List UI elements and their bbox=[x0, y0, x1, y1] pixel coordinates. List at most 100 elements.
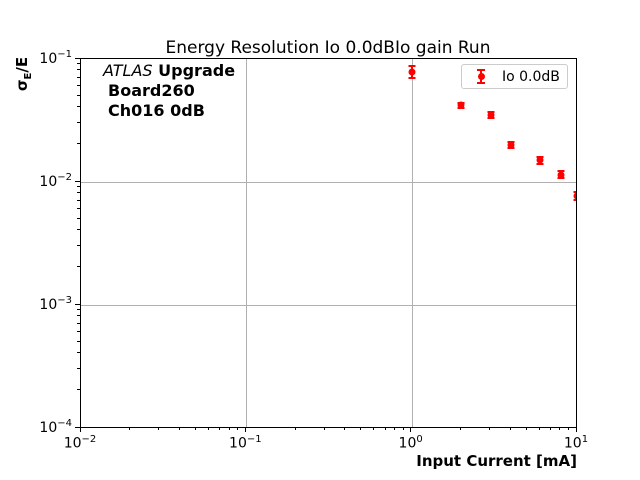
x-minor-tick bbox=[567, 427, 569, 430]
y-minor-tick bbox=[77, 322, 80, 324]
errorbar-bottom-cap bbox=[557, 177, 565, 180]
y-tick-label: 10−2 bbox=[39, 172, 72, 190]
y-major-tick bbox=[75, 180, 80, 182]
x-minor-tick bbox=[559, 427, 561, 430]
x-major-tick bbox=[575, 427, 577, 432]
x-tick-label: 101 bbox=[563, 434, 589, 452]
y-minor-tick bbox=[77, 229, 80, 231]
y-minor-tick bbox=[77, 186, 80, 188]
x-minor-tick bbox=[237, 427, 239, 430]
x-minor-tick bbox=[373, 427, 375, 430]
x-minor-tick bbox=[158, 427, 160, 430]
x-major-tick bbox=[79, 427, 81, 432]
data-point bbox=[557, 171, 565, 179]
x-minor-tick bbox=[208, 427, 210, 430]
y-minor-tick bbox=[77, 266, 80, 268]
y-minor-tick bbox=[77, 94, 80, 96]
y-axis-label-subscript: E bbox=[23, 72, 34, 80]
x-minor-tick bbox=[179, 427, 181, 430]
y-minor-tick bbox=[77, 76, 80, 78]
errorbar-top-cap bbox=[408, 64, 416, 67]
legend-errorbar-marker-icon bbox=[462, 67, 496, 86]
y-minor-tick bbox=[77, 84, 80, 86]
x-gridline bbox=[246, 59, 248, 427]
annotation-board: Board260 bbox=[108, 81, 195, 100]
y-tick-label: 10−3 bbox=[39, 295, 72, 313]
y-tick-label: 10−1 bbox=[39, 49, 72, 67]
data-point bbox=[507, 141, 515, 149]
y-minor-tick bbox=[77, 244, 80, 246]
data-point bbox=[573, 192, 576, 200]
x-tick-label: 10−1 bbox=[229, 434, 262, 452]
y-gridline bbox=[81, 305, 576, 306]
atlas-annotation: ATLAS Upgrade Board260 Ch016 0dB bbox=[103, 61, 235, 121]
x-tick-label: 10−2 bbox=[63, 434, 97, 452]
y-minor-tick bbox=[77, 121, 80, 123]
plot-area bbox=[80, 58, 577, 428]
y-axis-label-rest: /E bbox=[13, 56, 31, 73]
y-minor-tick bbox=[77, 352, 80, 354]
errorbar-bottom-cap bbox=[536, 163, 544, 166]
x-gridline bbox=[411, 59, 413, 427]
x-minor-tick bbox=[394, 427, 396, 430]
annotation-atlas: ATLAS bbox=[103, 61, 153, 80]
y-minor-tick bbox=[77, 207, 80, 209]
x-minor-tick bbox=[549, 427, 551, 430]
y-minor-tick bbox=[77, 63, 80, 65]
y-minor-tick bbox=[77, 340, 80, 342]
x-minor-tick bbox=[384, 427, 386, 430]
x-minor-tick bbox=[129, 427, 131, 430]
errorbar-line bbox=[576, 192, 577, 200]
x-minor-tick bbox=[195, 427, 197, 430]
y-minor-tick bbox=[77, 143, 80, 145]
errorbar-bottom-cap bbox=[573, 199, 576, 202]
y-minor-tick bbox=[77, 315, 80, 317]
x-minor-tick bbox=[294, 427, 296, 430]
errorbar-top-cap bbox=[557, 169, 565, 172]
errorbar-top-cap bbox=[573, 190, 576, 193]
y-major-tick bbox=[75, 426, 80, 428]
y-tick-label: 10−4 bbox=[39, 418, 72, 436]
x-minor-tick bbox=[509, 427, 511, 430]
x-minor-tick bbox=[344, 427, 346, 430]
errorbar-bottom-cap bbox=[408, 77, 416, 80]
legend-box: Io 0.0dB bbox=[461, 64, 568, 89]
annotation-upgrade: Upgrade bbox=[158, 61, 236, 80]
y-minor-tick bbox=[77, 389, 80, 391]
y-gridline bbox=[81, 182, 576, 183]
y-minor-tick bbox=[77, 217, 80, 219]
x-minor-tick bbox=[228, 427, 230, 430]
y-minor-tick bbox=[77, 106, 80, 108]
y-minor-tick bbox=[77, 367, 80, 369]
legend-errorbar-bottom-cap bbox=[477, 82, 485, 84]
y-minor-tick bbox=[77, 69, 80, 71]
x-minor-tick bbox=[489, 427, 491, 430]
x-minor-tick bbox=[459, 427, 461, 430]
y-minor-tick bbox=[77, 199, 80, 201]
y-axis-label-sigma: σ bbox=[13, 79, 31, 92]
data-point bbox=[408, 68, 416, 76]
legend-label: Io 0.0dB bbox=[502, 68, 560, 85]
x-minor-tick bbox=[538, 427, 540, 430]
x-minor-tick bbox=[525, 427, 527, 430]
y-minor-tick bbox=[77, 192, 80, 194]
x-major-tick bbox=[244, 427, 246, 432]
x-minor-tick bbox=[402, 427, 404, 430]
legend-marker-dot bbox=[477, 73, 485, 80]
annotation-line-1: ATLAS Upgrade bbox=[103, 61, 235, 81]
x-minor-tick bbox=[219, 427, 221, 430]
y-axis-label: σE/E bbox=[13, 43, 34, 105]
x-minor-tick bbox=[323, 427, 325, 430]
x-major-tick bbox=[410, 427, 412, 432]
chart-title: Energy Resolution Io 0.0dBIo gain Run bbox=[165, 38, 491, 58]
data-point bbox=[457, 101, 465, 109]
annotation-channel: Ch016 0dB bbox=[108, 101, 205, 120]
y-minor-tick bbox=[77, 309, 80, 311]
data-point bbox=[536, 156, 544, 164]
y-major-tick bbox=[75, 57, 80, 59]
data-point bbox=[487, 111, 495, 119]
x-axis-label: Input Current [mA] bbox=[416, 452, 577, 470]
x-minor-tick bbox=[360, 427, 362, 430]
y-major-tick bbox=[75, 303, 80, 305]
